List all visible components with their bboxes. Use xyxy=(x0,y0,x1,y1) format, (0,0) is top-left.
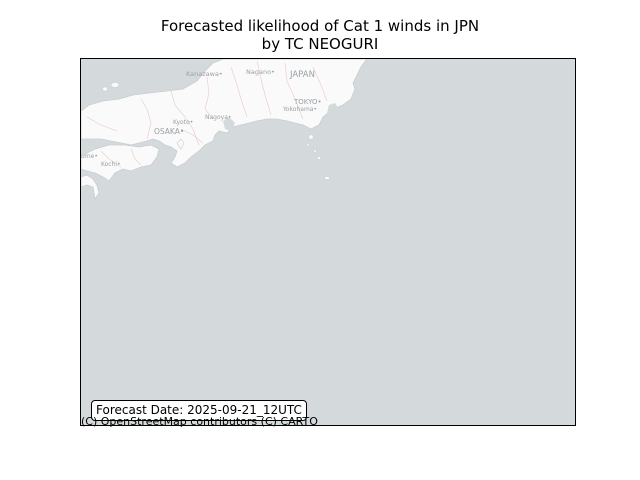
label-kochi: Kochi• xyxy=(101,161,121,168)
title-line-1: Forecasted likelihood of Cat 1 winds in … xyxy=(160,17,480,35)
land-niijima xyxy=(313,149,317,153)
label-osaka: OSAKA• xyxy=(154,127,184,136)
label-tokyo: TOKYO• xyxy=(293,98,322,106)
tokyo-bay xyxy=(327,103,339,119)
land-sado-island xyxy=(110,82,120,88)
label-kyoto: Kyoto• xyxy=(173,119,193,126)
land-kyushu xyxy=(81,174,100,201)
land-izu-oshima xyxy=(308,134,314,140)
ise-bay xyxy=(223,117,235,131)
label-kanazawa: Kanazawa• xyxy=(186,70,223,78)
land-awaji xyxy=(176,138,185,150)
land-miyakejima xyxy=(317,156,321,160)
land-shikoku xyxy=(81,144,160,182)
map-title: Forecasted likelihood of Cat 1 winds in … xyxy=(0,17,640,53)
land-oki-island xyxy=(102,86,108,92)
title-line-2: by TC NEOGURI xyxy=(261,35,379,53)
label-nagoya: Nagoya• xyxy=(205,114,231,121)
land-toshima xyxy=(306,143,310,147)
land-hachijojima xyxy=(324,176,330,180)
label-nagano: Nagano• xyxy=(246,68,275,76)
land-honshu xyxy=(81,59,368,168)
label-kumamoto-fragment: ume• xyxy=(81,153,98,160)
map-attribution: (C) OpenStreetMap contributors (C) CARTO xyxy=(81,415,318,428)
admin-boundaries xyxy=(86,60,328,168)
label-yokohama: Yokohama• xyxy=(282,106,317,113)
forecast-date-box: Forecast Date: 2025-09-21_12UTC xyxy=(91,400,307,421)
basemap: Kanazawa• Nagano• JAPAN TOKYO• Yokohama•… xyxy=(81,59,575,425)
map-frame[interactable]: Kanazawa• Nagano• JAPAN TOKYO• Yokohama•… xyxy=(80,58,576,426)
label-japan: JAPAN xyxy=(289,70,315,80)
